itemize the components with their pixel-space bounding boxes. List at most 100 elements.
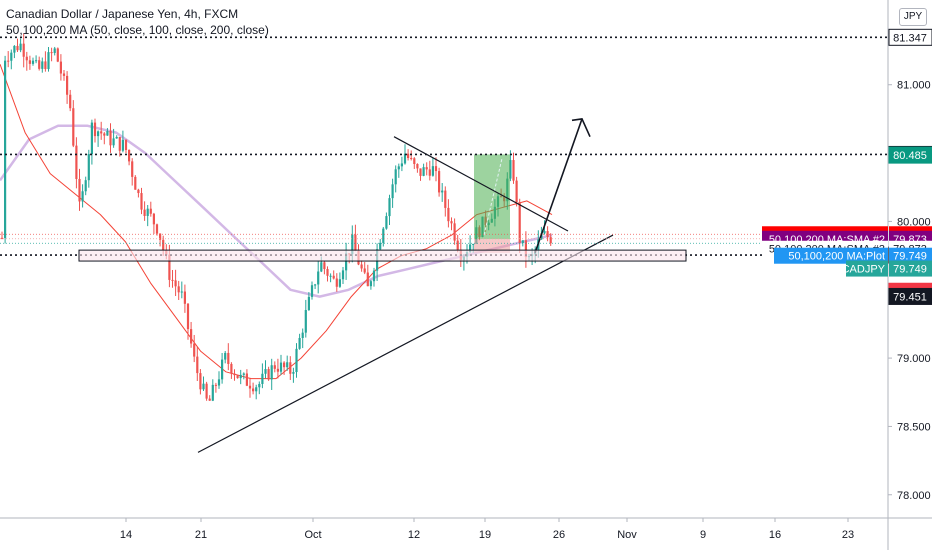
candle [431, 157, 434, 177]
candle-body [199, 373, 202, 390]
candle [211, 379, 214, 402]
candle-body [304, 310, 307, 333]
price-tag: 81.347 [888, 28, 932, 46]
candle-body [115, 137, 118, 139]
candle-body [360, 264, 363, 269]
candle [90, 119, 93, 165]
candle-body [146, 208, 149, 216]
candle-body [438, 171, 441, 193]
candle-body [521, 240, 524, 243]
candle-body [379, 242, 382, 250]
candle [279, 354, 283, 375]
price-tags: 81.34780.49080.48579.75479.48979.45150,1… [762, 28, 932, 305]
candle [283, 361, 286, 375]
position-path [483, 158, 503, 236]
candle [419, 168, 422, 181]
candle-body [298, 337, 301, 349]
indicator-name: 50,100,200 MA:Plot [788, 251, 885, 263]
candle-body [93, 122, 97, 137]
candle-body [472, 243, 475, 245]
candle-body [524, 240, 527, 258]
candle [19, 38, 22, 53]
candle [301, 328, 304, 349]
candle-body [382, 228, 385, 243]
price-tag: 80.485 [888, 146, 932, 164]
candle-body [239, 374, 242, 379]
candle [434, 157, 438, 182]
candle-body [190, 329, 193, 344]
candle [233, 369, 236, 381]
candle [258, 381, 261, 395]
candle [261, 363, 264, 389]
candle-body [168, 254, 171, 280]
candle-body [515, 180, 518, 203]
price-axis[interactable]: 81.000 80.000 79.000 78.500 78.000 [887, 0, 931, 550]
horizontal-levels[interactable] [0, 36, 888, 262]
candle [407, 149, 410, 161]
candle [97, 130, 100, 147]
candle [354, 224, 357, 252]
candle-body [31, 60, 35, 64]
indicator-legend[interactable]: 50,100,200 MA (50, close, 100, close, 20… [6, 23, 269, 37]
candle [22, 33, 25, 68]
time-axis[interactable]: 14 21 Oct 12 19 26 Nov 9 16 23 [0, 517, 932, 541]
x-tick-label: Nov [617, 529, 637, 541]
candle-body [19, 43, 22, 51]
candle [106, 128, 109, 136]
candle [205, 381, 208, 401]
candle [31, 57, 35, 66]
y-tick-label: 78.000 [897, 490, 931, 502]
candle-body [28, 60, 31, 64]
candle [78, 168, 81, 211]
candle [524, 231, 527, 268]
candle-body [267, 369, 270, 380]
chart-header: Canadian Dollar / Japanese Yen, 4h, FXCM… [6, 6, 269, 38]
x-tick-label: 12 [408, 529, 420, 541]
candle [515, 176, 518, 207]
position-loss-zone [474, 239, 510, 253]
candle-body [444, 190, 447, 208]
candle-body [292, 372, 295, 374]
currency-badge[interactable]: JPY [899, 8, 927, 26]
candle-body [289, 362, 292, 374]
candle [50, 47, 53, 62]
candle-body [56, 48, 59, 62]
candle-body [162, 239, 165, 250]
candle-body [41, 61, 44, 69]
candle-body [100, 131, 103, 134]
candle [289, 356, 292, 380]
candle-body [245, 373, 248, 386]
candle-body [252, 388, 255, 392]
candle [273, 361, 276, 373]
candle [4, 55, 7, 244]
candle [28, 55, 31, 70]
candle-body [224, 352, 227, 360]
candle [444, 186, 447, 217]
candle-body [335, 278, 338, 287]
candle [314, 283, 317, 290]
candle-body [143, 209, 146, 216]
candle [317, 260, 320, 294]
drawings[interactable] [197, 118, 614, 453]
candle-body [425, 167, 428, 170]
candle [326, 266, 329, 282]
symbol-title[interactable]: Canadian Dollar / Japanese Yen, 4h, FXCM [6, 7, 239, 21]
candle [382, 227, 385, 247]
price-tag-box [888, 287, 932, 305]
candle [38, 56, 41, 71]
x-tick-label: 26 [553, 529, 565, 541]
candle-body [177, 286, 180, 293]
candle-body [205, 383, 208, 399]
candle [252, 382, 255, 395]
candle [214, 382, 217, 393]
candle [56, 47, 59, 63]
candle-body [407, 153, 410, 159]
candle [84, 176, 87, 196]
candle-body [236, 375, 239, 379]
candle [363, 261, 366, 275]
candle-body [450, 221, 453, 224]
candle-body [453, 223, 456, 241]
candle-body [109, 130, 112, 146]
